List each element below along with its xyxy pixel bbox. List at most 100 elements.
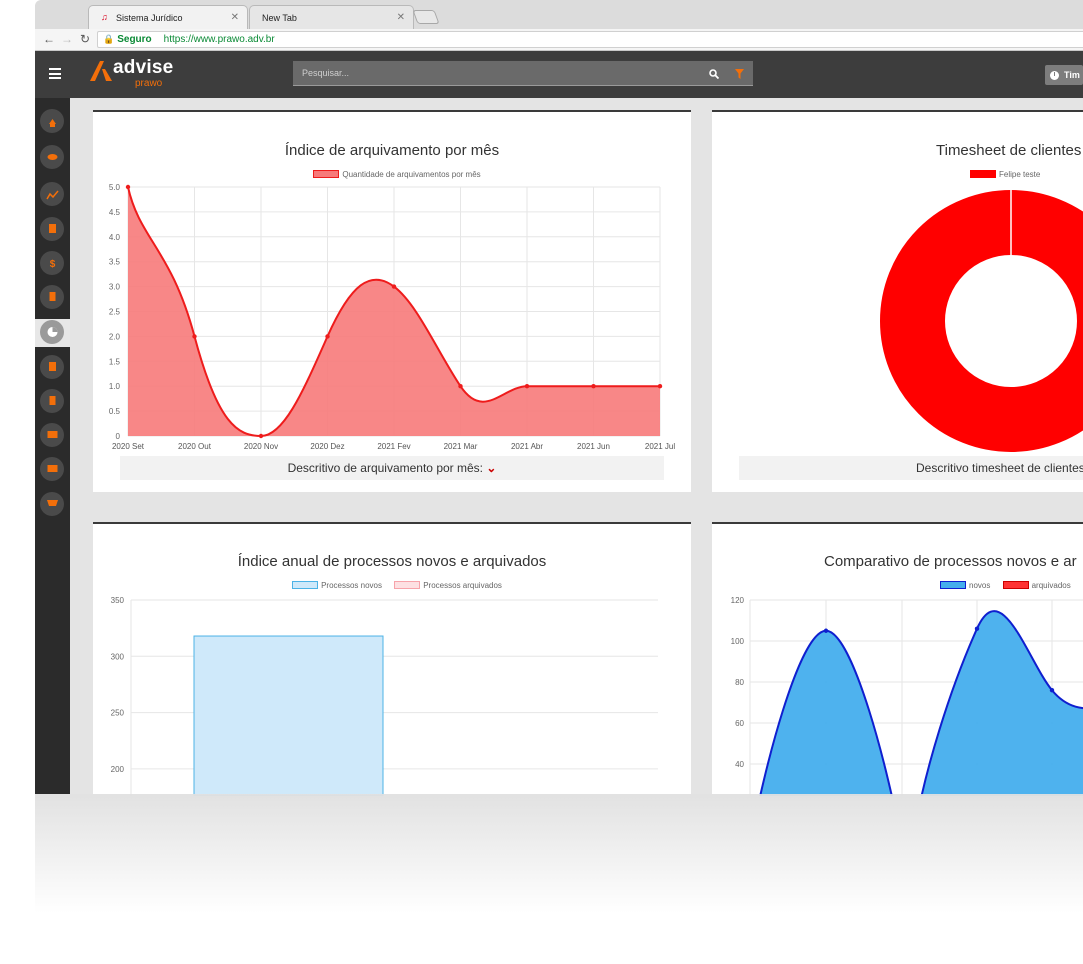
secure-label: Seguro [117,34,152,45]
reload-icon[interactable]: ↻ [80,32,91,46]
lock-icon: 🔒 [103,34,115,44]
svg-text:$: $ [50,259,56,270]
data-point [823,628,829,633]
y-tick-label: 2.0 [109,332,121,341]
panel-title-text: Timesheet de clientes [936,142,1082,159]
series-area [128,187,660,436]
legend-swatch [292,581,319,589]
archive-descriptive-toggle[interactable]: Descritivo de arquivamento por mês: ⌄ [120,456,664,480]
legend-swatch [1002,581,1029,589]
y-tick-label: 2.5 [109,308,121,317]
comparison-area-chart: 120 100 80 60 40 [731,596,1083,796]
x-tick-label: 2021 Abr [511,442,543,451]
panel-annual-index: Índice anual de processos novos e arquiv… [93,522,691,796]
chart-legend: novos arquivados [712,581,1083,590]
data-point [524,384,530,389]
tab-label: Sistema Jurídico [116,12,183,23]
close-tab-icon[interactable]: ✕ [230,12,239,23]
panel-archive-index: Índice de arquivamento por mês Quantidad… [93,110,691,492]
panel-title: Índice de arquivamento por mês [284,142,500,159]
donut-slice [880,190,1083,452]
menu-icon[interactable] [49,68,61,79]
data-point [125,184,131,190]
tab-sistema-juridico[interactable]: ♫ Sistema Jurídico ✕ [88,5,248,29]
reflection-fade [35,794,1083,964]
y-tick-label: 4.5 [109,208,121,217]
timesheet-descriptive-toggle[interactable]: Descritivo timesheet de clientes [739,456,1083,480]
x-tick-label: 2020 Dez [310,442,344,451]
filter-icon[interactable] [735,69,744,79]
legend-label: Quantidade de arquivamentos por mês [342,170,481,179]
close-tab-icon[interactable]: ✕ [396,12,405,23]
panel-title: Índice anual de processos novos e arquiv… [237,553,547,570]
search-field[interactable]: Pesquisar... [293,61,753,86]
chart-legend: Processos novos Processos arquivados [93,581,691,590]
data-point [1049,688,1055,693]
x-tick-label: 2020 Set [112,442,145,451]
data-point [591,384,596,389]
y-tick-label: 250 [111,709,125,718]
search-placeholder: Pesquisar... [302,68,350,78]
bar-processos-novos [193,635,384,796]
y-tick-label: 1.5 [109,357,121,366]
panel-timesheet: Timesheet de clientes Felipe teste Descr… [712,110,1083,492]
y-tick-label: 3.0 [109,283,121,292]
y-tick-label: 120 [731,596,745,605]
y-tick-label: 300 [111,652,125,661]
dollar-icon[interactable] [40,251,64,275]
x-tick-label: 2020 Out [178,442,212,451]
tab-new-tab[interactable]: New Tab ✕ [249,5,414,29]
annual-bar-chart: 350300250200150100 [111,596,658,796]
back-icon[interactable]: ← [43,32,55,46]
y-tick-label: 3.5 [109,258,121,267]
app-header: advise prawo Pesquisar... Tim [35,51,1083,98]
logo: advise prawo [90,57,180,93]
y-tick-label: 60 [735,719,744,728]
series-area [912,611,1083,796]
clock-icon [1050,70,1059,80]
data-point [325,334,330,339]
search-icon[interactable] [709,69,719,79]
data-point [391,284,397,289]
new-tab-button[interactable] [412,10,440,24]
y-tick-label: 0 [116,432,121,441]
logo-sub: prawo [135,78,163,89]
x-tick-label: 2020 Nov [244,442,278,451]
chart-icon[interactable] [40,182,64,206]
data-point [258,433,264,439]
y-tick-label: 1.0 [109,382,121,391]
series-line [127,186,660,438]
panel-title-text: Comparativo de processos novos e ar [824,553,1077,570]
data-point [657,384,663,389]
y-tick-label: 350 [111,596,125,605]
x-tick-label: 2021 Jun [577,442,610,451]
legend-swatch [313,170,340,178]
series-area [760,630,892,796]
y-tick-label: 200 [111,765,125,774]
y-tick-label: 80 [735,678,744,687]
x-tick-label: 2021 Jul [645,442,675,451]
legend-label: arquivados [1031,581,1071,590]
series-line [920,610,1083,796]
legend-swatch [970,170,996,178]
logo-word: advise [113,57,174,78]
forward-icon[interactable]: → [61,32,73,46]
chart-legend: Quantidade de arquivamentos por mês [93,170,691,179]
legend-swatch [940,581,966,589]
favicon-icon: ♫ [101,12,108,22]
tab-label: New Tab [262,12,297,23]
address-bar-row: ← → ↻ 🔒 Seguro https://www.prawo.adv.br [35,29,1083,51]
y-tick-label: 100 [731,637,745,646]
timesheet-button[interactable]: Tim [1045,65,1083,85]
url-input[interactable]: 🔒 Seguro https://www.prawo.adv.br [97,31,1083,48]
url-text: https://www.prawo.adv.br [163,34,275,45]
data-point [192,334,197,339]
y-tick-label: 40 [735,760,744,769]
legend-label: Felipe teste [999,170,1041,179]
logo-mark-icon [90,61,112,81]
data-point [974,626,980,631]
x-tick-label: 2021 Fev [377,442,410,451]
chart-legend: Felipe teste [712,170,1083,179]
footer-label: Descritivo de arquivamento por mês: [287,461,483,475]
